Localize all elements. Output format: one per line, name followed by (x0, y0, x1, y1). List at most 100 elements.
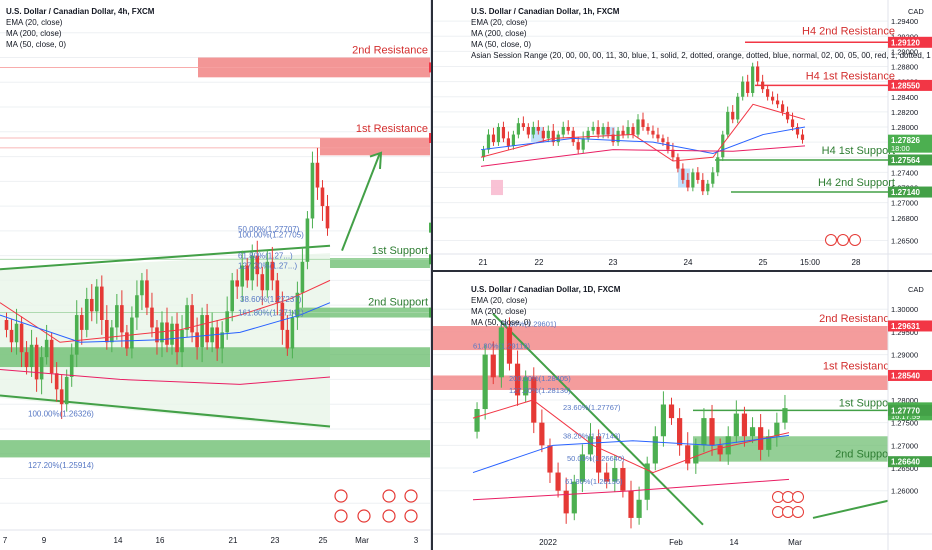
h1-y-tick-label: 1.26500 (891, 236, 918, 245)
h1-x-tick-label: 24 (684, 258, 693, 267)
h4-candle (310, 162, 315, 219)
d1-label-s1: 1st Support (839, 397, 895, 409)
h4-price-tag-marker (429, 307, 431, 318)
d1-candle (547, 445, 553, 473)
d1-candle (717, 445, 723, 455)
h1-price-tag-label: 1.27564 (891, 156, 920, 165)
h1-x-tick-label: 22 (535, 258, 544, 267)
h1-candle (731, 111, 735, 120)
d1-candle (474, 409, 480, 432)
h1-candle (686, 179, 690, 188)
d1-price-tag-timer: 16:17:59 (891, 412, 920, 421)
h4-zone-s3 (0, 347, 430, 368)
h4-candle (64, 376, 69, 405)
d1-zone-s2 (693, 436, 888, 462)
h4-candle (19, 323, 24, 353)
h1-legend-title: U.S. Dollar / Canadian Dollar, 1h, FXCM (471, 7, 620, 16)
h4-candle (29, 344, 34, 368)
d1-currency-label: CAD (908, 285, 924, 294)
h1-candle (551, 130, 555, 143)
h1-price-tag (888, 36, 932, 48)
h4-candle (320, 187, 325, 207)
h4-candle (290, 317, 295, 349)
h1-y-tick-label: 1.28400 (891, 93, 918, 102)
d1-candle (758, 427, 764, 450)
h4-candle (215, 327, 219, 349)
d1-chart-panel[interactable]: 2nd Resistance 1st Resistance 1st Support 2… (433, 272, 932, 550)
d1-candle (652, 436, 658, 464)
h4-candle (130, 317, 134, 349)
h4-label-r2: 2nd Resistance (352, 45, 428, 57)
d1-legend-ma200: MA (200, close) (471, 307, 527, 316)
h4-candle (105, 320, 109, 343)
h4-label-s2: 2nd Support (368, 297, 428, 309)
h4-y-axis (430, 0, 431, 550)
h4-candle (24, 352, 29, 368)
h1-chart[interactable]: CAD H4 2nd Resistance H4 1st Resistance H4 … (433, 0, 932, 270)
h1-price-tag (888, 154, 932, 166)
d1-candle (563, 490, 569, 514)
panel-divider-vertical[interactable] (431, 0, 433, 550)
h4-candle (325, 206, 330, 229)
h4-ema-line (0, 279, 331, 343)
d1-trendline-down (492, 313, 704, 526)
h1-candle (631, 127, 635, 135)
d1-candle (612, 468, 618, 482)
h1-label-r2: H4 2nd Resistance (802, 25, 895, 37)
h1-candle (785, 111, 790, 120)
h1-candle (656, 134, 660, 139)
d1-ema-line (472, 399, 790, 474)
d1-y-tick-label: 1.27500 (891, 419, 918, 428)
h4-candle (240, 265, 245, 287)
h4-candle (300, 261, 305, 293)
h1-candle (726, 111, 730, 135)
calendar-flag-icon (334, 489, 348, 503)
h1-chart-panel[interactable]: CAD H4 2nd Resistance H4 1st Resistance H4 … (433, 0, 932, 270)
d1-chart[interactable]: 2nd Resistance 1st Resistance 1st Support 2… (433, 272, 932, 550)
h4-candle (9, 329, 14, 343)
h1-legend-ma50: MA (50, close, 0) (471, 40, 532, 49)
d1-candle (595, 436, 602, 473)
h4-chart[interactable]: 2nd Resistance 1st Resistance 1st Support 2… (0, 0, 431, 550)
h4-forecast-arrowhead (369, 151, 383, 170)
h4-candle (4, 320, 9, 330)
h1-candle (511, 134, 515, 146)
calendar-flag-icon (357, 509, 371, 523)
h4-fib-label: 38.60%(1.27237) (240, 295, 302, 304)
h1-legend: U.S. Dollar / Canadian Dollar, 1h, FXCM … (471, 6, 931, 61)
d1-price-tag-label: 1.29631 (891, 322, 920, 331)
h4-zone-s4 (0, 440, 430, 458)
h1-candle (546, 130, 550, 139)
calendar-flag-icon (404, 509, 418, 523)
h4-candle (74, 315, 79, 355)
h1-candle (795, 127, 800, 135)
h1-y-tick-label: 1.29400 (891, 17, 918, 26)
h1-label-s2: H4 2nd Support (818, 177, 895, 189)
h4-candle (180, 329, 184, 353)
h1-candle (666, 142, 670, 150)
h4-candle (84, 298, 89, 330)
calendar-flag-icon (772, 506, 784, 518)
h1-candle (691, 172, 695, 188)
h1-candle (596, 127, 600, 135)
h4-candle (160, 322, 164, 343)
h4-chart-panel[interactable]: 2nd Resistance 1st Resistance 1st Support 2… (0, 0, 431, 550)
d1-price-tag-label: 1.27770 (891, 406, 920, 415)
h4-candle (270, 261, 275, 281)
h4-candle (150, 307, 154, 328)
h1-candle (721, 134, 725, 158)
d1-y-tick-label: 1.26000 (891, 487, 918, 496)
h1-candle (671, 149, 675, 158)
calendar-flag-icon (825, 234, 837, 246)
panel-divider-horizontal[interactable] (433, 270, 932, 272)
h1-candle (491, 134, 496, 143)
h4-fib-label: 127.20%(1.27...) (238, 262, 297, 271)
h1-candle (641, 119, 645, 127)
d1-candle (482, 354, 488, 410)
h4-candle (255, 255, 260, 275)
h1-x-tick-label: 15:00 (800, 258, 821, 267)
d1-candle (741, 413, 748, 437)
d1-candle (660, 404, 667, 437)
h4-legend-ma50: MA (50, close, 0) (6, 40, 67, 49)
h1-candle (611, 134, 615, 143)
